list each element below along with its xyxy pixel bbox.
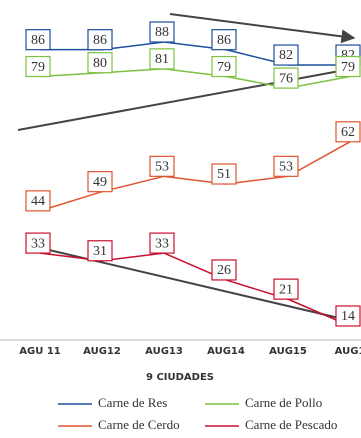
data-label: 82 bbox=[279, 48, 293, 63]
label-box bbox=[25, 190, 51, 212]
label-box bbox=[273, 67, 299, 89]
label-box bbox=[211, 29, 237, 51]
legend-label: Carne de Pescado bbox=[245, 417, 337, 432]
data-label: 80 bbox=[93, 56, 107, 71]
arrow bbox=[169, 13, 356, 44]
legend-label: Carne de Cerdo bbox=[98, 417, 180, 432]
data-label: 76 bbox=[279, 71, 293, 86]
x-axis-title: 9 CIUDADES bbox=[146, 372, 214, 383]
label-box bbox=[87, 52, 113, 74]
label-box bbox=[273, 155, 299, 177]
data-label: 86 bbox=[93, 33, 107, 48]
data-label: 62 bbox=[341, 125, 355, 140]
data-label: 53 bbox=[155, 160, 169, 175]
label-box bbox=[149, 155, 175, 177]
label-box bbox=[149, 21, 175, 43]
label-box bbox=[25, 29, 51, 51]
x-tick-label: AGU 11 bbox=[19, 346, 61, 357]
data-label: 33 bbox=[155, 236, 169, 251]
label-box bbox=[211, 55, 237, 78]
x-tick-label: AUG13 bbox=[145, 346, 183, 357]
legend-label: Carne de Res bbox=[98, 395, 167, 410]
label-box bbox=[335, 55, 361, 78]
label-box bbox=[335, 305, 361, 327]
label-box bbox=[25, 55, 51, 78]
trend-arrows bbox=[17, 13, 358, 326]
data-label: 88 bbox=[155, 25, 169, 40]
data-label: 33 bbox=[31, 236, 45, 251]
data-label: 51 bbox=[217, 167, 231, 182]
x-tick-label: AUG12 bbox=[83, 346, 121, 357]
data-label: 31 bbox=[93, 244, 107, 259]
data-label: 79 bbox=[31, 60, 45, 75]
label-box bbox=[273, 278, 299, 300]
label-box bbox=[273, 44, 299, 66]
label-box bbox=[87, 240, 113, 262]
data-label: 49 bbox=[93, 175, 107, 190]
label-box bbox=[211, 163, 237, 185]
data-label: 14 bbox=[341, 309, 355, 324]
label-box bbox=[87, 29, 113, 51]
x-tick-label: AUG1 bbox=[335, 346, 361, 357]
label-box bbox=[149, 48, 175, 70]
data-label: 86 bbox=[31, 33, 45, 48]
data-label: 44 bbox=[31, 194, 45, 209]
label-box bbox=[211, 259, 237, 281]
label-box bbox=[149, 232, 175, 254]
arrow bbox=[17, 63, 358, 131]
data-label: 79 bbox=[341, 60, 355, 75]
legend-label: Carne de Pollo bbox=[245, 395, 322, 410]
series-line bbox=[39, 252, 351, 327]
x-tick-label: AUG14 bbox=[207, 346, 245, 357]
series-line bbox=[40, 41, 350, 66]
data-label: 26 bbox=[217, 263, 231, 278]
data-label: 79 bbox=[217, 60, 231, 75]
label-box bbox=[87, 171, 113, 193]
data-label: 53 bbox=[279, 160, 293, 175]
label-box bbox=[25, 232, 51, 254]
data-label: 81 bbox=[155, 52, 169, 67]
label-box bbox=[335, 121, 361, 143]
data-label: 86 bbox=[217, 33, 231, 48]
series-line bbox=[39, 141, 351, 212]
data-label: 21 bbox=[279, 282, 293, 297]
x-tick-label: AUG15 bbox=[269, 346, 307, 357]
